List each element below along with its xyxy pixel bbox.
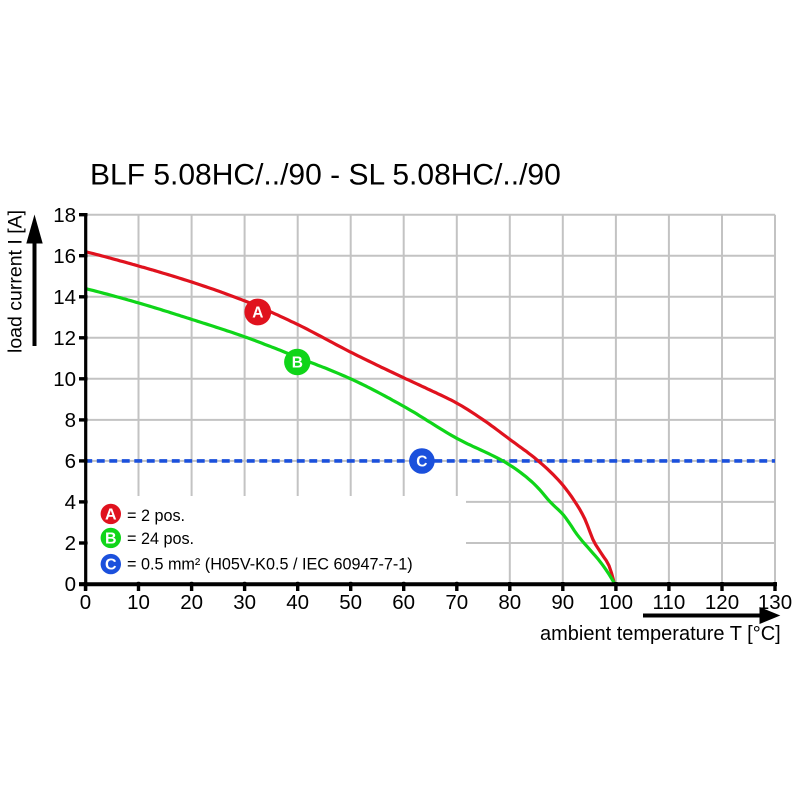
- svg-text:4: 4: [65, 491, 76, 514]
- svg-text:20: 20: [180, 591, 203, 614]
- svg-text:C: C: [105, 557, 117, 574]
- svg-text:100: 100: [599, 591, 633, 614]
- svg-text:= 0.5 mm² (H05V-K0.5 / IEC 609: = 0.5 mm² (H05V-K0.5 / IEC 60947-7-1): [127, 556, 413, 574]
- svg-text:40: 40: [286, 591, 309, 614]
- svg-text:B: B: [105, 530, 117, 547]
- svg-text:14: 14: [53, 286, 76, 309]
- svg-text:12: 12: [53, 327, 76, 350]
- svg-text:ambient temperature T [°C]: ambient temperature T [°C]: [540, 623, 781, 645]
- svg-text:60: 60: [392, 591, 415, 614]
- svg-text:A: A: [105, 506, 117, 523]
- svg-text:18: 18: [53, 204, 76, 227]
- svg-text:= 2 pos.: = 2 pos.: [127, 507, 185, 525]
- svg-text:80: 80: [498, 591, 521, 614]
- svg-text:70: 70: [445, 591, 468, 614]
- svg-text:0: 0: [80, 591, 91, 614]
- svg-text:30: 30: [233, 591, 256, 614]
- svg-text:10: 10: [127, 591, 150, 614]
- svg-text:C: C: [416, 453, 427, 470]
- svg-text:A: A: [252, 304, 263, 321]
- svg-text:load current I [A]: load current I [A]: [5, 210, 27, 353]
- svg-text:110: 110: [653, 591, 686, 614]
- svg-text:6: 6: [65, 450, 76, 473]
- svg-text:0: 0: [65, 573, 76, 596]
- svg-text:120: 120: [705, 591, 739, 614]
- svg-text:8: 8: [65, 409, 76, 432]
- svg-text:B: B: [292, 354, 303, 371]
- svg-text:16: 16: [53, 245, 76, 268]
- svg-text:10: 10: [53, 368, 76, 391]
- svg-text:50: 50: [339, 591, 362, 614]
- svg-text:90: 90: [551, 591, 574, 614]
- svg-text:2: 2: [65, 532, 76, 555]
- svg-text:BLF 5.08HC/../90 - SL 5.08HC/.: BLF 5.08HC/../90 - SL 5.08HC/../90: [90, 159, 561, 192]
- svg-text:= 24 pos.: = 24 pos.: [127, 530, 194, 548]
- svg-text:130: 130: [758, 591, 792, 614]
